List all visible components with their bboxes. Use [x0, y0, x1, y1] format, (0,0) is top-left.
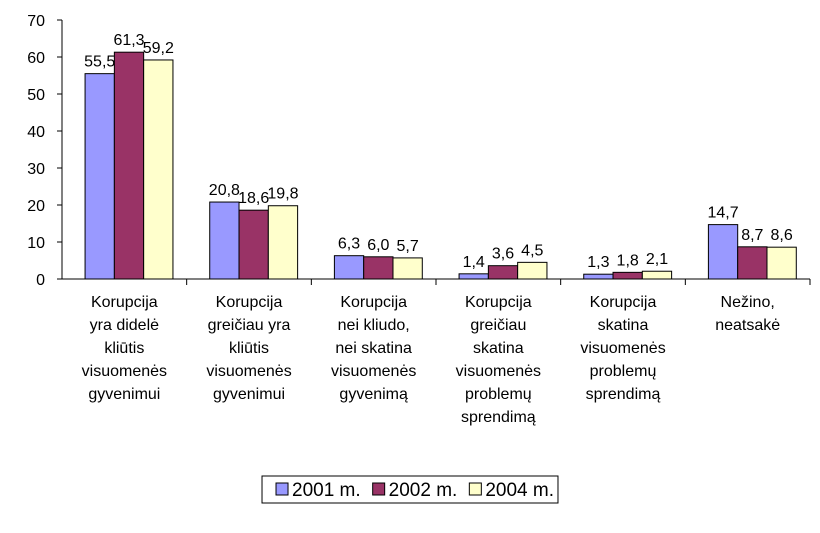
legend — [261, 475, 559, 504]
x-tick-label: nei skatina — [335, 340, 412, 357]
legend-swatch — [468, 482, 482, 496]
x-tick-label: neatsakė — [715, 317, 780, 334]
bar — [583, 273, 614, 280]
legend-swatch — [372, 482, 386, 496]
x-tick-label: problemų — [465, 386, 532, 403]
legend-label: 2001 m. — [292, 480, 361, 501]
y-tick-label: 30 — [27, 161, 45, 178]
bar — [113, 51, 145, 280]
value-label: 61,3 — [113, 32, 144, 49]
y-tick-label: 60 — [27, 50, 45, 67]
x-tick-label: visuomenės — [206, 363, 291, 380]
x-tick-label: skatina — [473, 340, 524, 357]
value-label: 4,5 — [521, 242, 543, 259]
bar — [333, 255, 365, 280]
y-tick-label: 0 — [36, 272, 45, 289]
bar — [238, 209, 269, 280]
x-tick-label: visuomenės — [580, 340, 665, 357]
bar — [143, 59, 174, 280]
bar — [84, 73, 115, 280]
x-tick-label: nei kliudo, — [338, 317, 410, 334]
value-label: 55,5 — [84, 54, 115, 71]
value-label: 18,6 — [238, 190, 269, 207]
bar — [641, 270, 673, 280]
bar — [363, 256, 394, 280]
value-label: 1,4 — [463, 254, 485, 271]
legend-label: 2004 m. — [485, 480, 554, 501]
x-tick-label: Korupcija — [465, 294, 532, 311]
bar — [737, 246, 768, 280]
legend-swatch — [275, 482, 289, 496]
value-label: 20,8 — [209, 182, 240, 199]
bar — [612, 271, 643, 280]
x-tick-label: Korupcija — [216, 294, 283, 311]
x-tick-label: kliūtis — [229, 340, 269, 357]
x-tick-label: yra didelė — [90, 317, 159, 334]
x-tick-label: sprendimą — [461, 409, 536, 426]
bar — [209, 201, 240, 280]
bar — [766, 246, 797, 280]
value-label: 3,6 — [492, 246, 514, 263]
value-label: 6,0 — [367, 237, 389, 254]
x-tick-label: skatina — [598, 317, 649, 334]
value-label: 2,1 — [646, 251, 668, 268]
x-tick-label: sprendimą — [586, 386, 661, 403]
y-tick-label: 10 — [27, 235, 45, 252]
value-label: 1,3 — [587, 254, 609, 271]
y-tick-label: 70 — [27, 13, 45, 30]
x-tick-label: gyvenimui — [213, 386, 285, 403]
y-tick-label: 50 — [27, 87, 45, 104]
legend-label: 2002 m. — [389, 480, 458, 501]
bar — [392, 257, 423, 280]
bar — [487, 265, 519, 280]
x-tick-label: problemų — [590, 363, 657, 380]
x-tick-label: visuomenės — [456, 363, 541, 380]
y-tick-label: 40 — [27, 124, 45, 141]
value-label: 1,8 — [617, 252, 639, 269]
value-label: 5,7 — [397, 238, 419, 255]
value-label: 14,7 — [707, 205, 738, 222]
x-tick-label: greičiau yra — [208, 317, 291, 334]
y-tick-label: 20 — [27, 198, 45, 215]
x-tick-label: kliūtis — [104, 340, 144, 357]
value-label: 8,6 — [771, 227, 793, 244]
value-label: 59,2 — [143, 40, 174, 57]
bar — [707, 224, 739, 280]
value-label: 19,8 — [267, 186, 298, 203]
x-tick-label: Korupcija — [340, 294, 407, 311]
x-tick-label: Korupcija — [91, 294, 158, 311]
bar — [458, 273, 489, 280]
x-tick-label: gyvenimą — [339, 386, 408, 403]
value-label: 8,7 — [741, 227, 763, 244]
value-label: 6,3 — [338, 236, 360, 253]
x-tick-label: gyvenimui — [88, 386, 160, 403]
x-tick-label: Korupcija — [590, 294, 657, 311]
x-tick-label: visuomenės — [331, 363, 416, 380]
bar — [267, 205, 299, 280]
bar — [517, 261, 548, 280]
x-tick-label: visuomenės — [82, 363, 167, 380]
x-tick-label: greičiau — [470, 317, 526, 334]
x-tick-label: Nežino, — [721, 294, 775, 311]
